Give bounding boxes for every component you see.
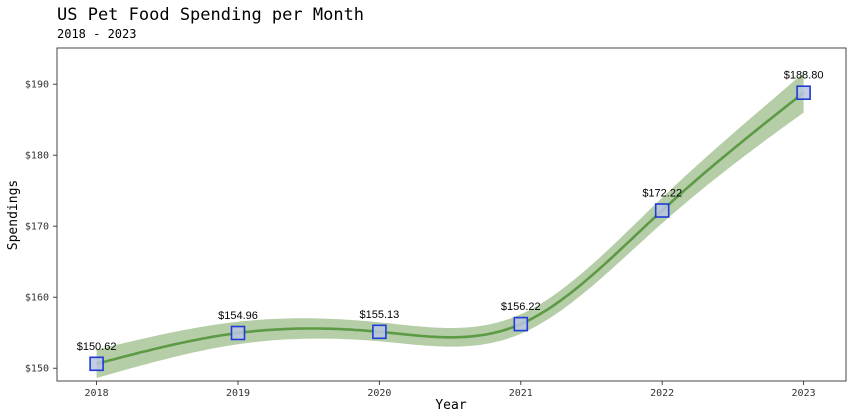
x-tick-label: 2021 [509, 388, 533, 399]
x-tick-layer: 2018 2019 2020 2021 2022 2023 [85, 381, 816, 399]
data-label-layer: $150.62 $154.96 $155.13 $156.22 $172.22 $188.… [77, 70, 824, 353]
confidence-band-layer [96, 72, 804, 379]
data-label: $188.80 [784, 70, 824, 82]
y-axis-label: Spendings [6, 180, 21, 250]
x-tick-label: 2022 [650, 388, 674, 399]
x-tick-label: 2020 [367, 388, 391, 399]
data-point-layer [89, 85, 811, 372]
y-tick-layer: $150 $160 $170 $180 $190 [25, 80, 57, 375]
y-tick-label: $150 [25, 364, 49, 375]
y-tick-label: $180 [25, 151, 49, 162]
x-tick-label: 2023 [792, 388, 816, 399]
y-tick-label: $190 [25, 80, 49, 91]
chart-subtitle: 2018 - 2023 [57, 27, 136, 41]
y-tick-label: $170 [25, 222, 49, 233]
plot-panel-border [56, 47, 847, 382]
data-point [513, 316, 529, 332]
x-tick-label: 2019 [226, 388, 250, 399]
data-point [230, 325, 246, 341]
data-point [372, 324, 387, 340]
data-label: $172.22 [642, 188, 682, 200]
x-axis-label: Year [435, 398, 466, 413]
x-tick-label: 2018 [85, 388, 109, 399]
data-label: $155.13 [360, 309, 400, 321]
series-line [96, 91, 805, 366]
chart-title: US Pet Food Spending per Month [57, 5, 364, 25]
data-point [796, 85, 811, 100]
data-label: $156.22 [501, 301, 541, 313]
data-point [89, 356, 104, 372]
series-line-layer [96, 91, 805, 366]
data-label: $154.96 [218, 310, 258, 322]
data-point [654, 203, 670, 218]
data-label: $150.62 [77, 341, 117, 353]
confidence-band [96, 72, 804, 379]
y-tick-label: $160 [25, 293, 49, 304]
